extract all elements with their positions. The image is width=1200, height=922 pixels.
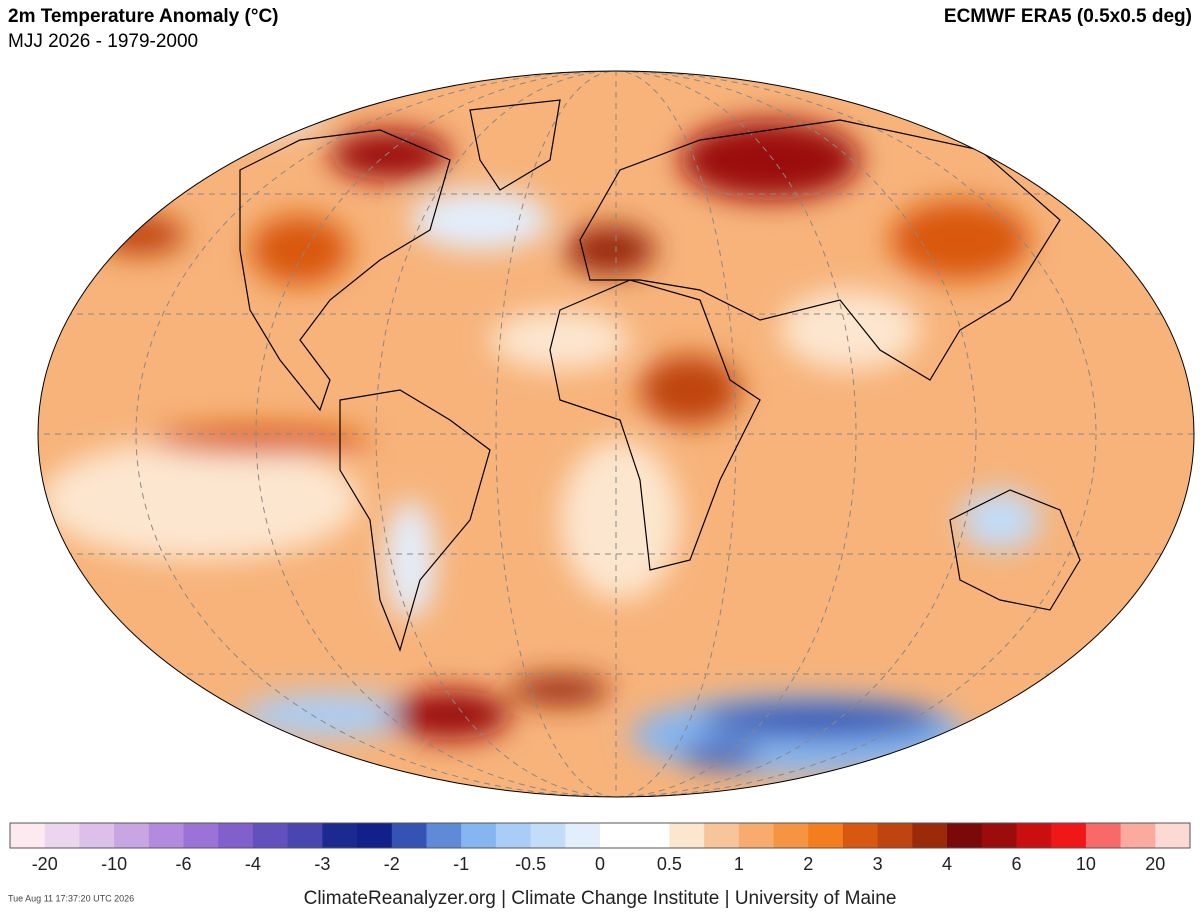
colorbar-label: 20: [1145, 854, 1165, 874]
colorbar-label: -0.5: [515, 854, 546, 874]
colorbar-segment: [79, 823, 115, 848]
colorbar-label: 0: [595, 854, 605, 874]
timestamp: Tue Aug 11 17:37:20 UTC 2026: [8, 893, 134, 903]
colorbar-segment: [1016, 823, 1052, 848]
source: ECMWF ERA5 (0.5x0.5 deg): [944, 6, 1192, 27]
graticule: [38, 71, 1194, 797]
colorbar-label: 10: [1076, 854, 1096, 874]
colorbar-label: 0.5: [657, 854, 682, 874]
colorbar-segment: [1155, 823, 1191, 848]
colorbar-segment: [148, 823, 185, 848]
colorbar: -20 -10 -6 -4 -3 -2 -1 -0.5 0 0.5 1 2 3 4 6 10 20: [10, 823, 1191, 874]
colorbar-segment: [530, 823, 566, 848]
colorbar-segment: [1085, 823, 1122, 848]
colorbar-segment: [1051, 823, 1087, 848]
colorbar-segment: [426, 823, 462, 848]
colorbar-segment: [704, 823, 740, 848]
subtitle: MJJ 2026 - 1979-2000: [8, 31, 198, 52]
colorbar-label: 1: [734, 854, 744, 874]
colorbar-segment: [44, 823, 80, 848]
title: 2m Temperature Anomaly (°C): [8, 6, 279, 27]
colorbar-segment: [1120, 823, 1156, 848]
colorbar-segment: [669, 823, 705, 848]
colorbar-label: -3: [314, 854, 330, 874]
colorbar-segment: [565, 823, 601, 848]
colorbar-label: -20: [32, 854, 58, 874]
colorbar-border: [9, 822, 1191, 849]
colorbar-segment: [773, 823, 809, 848]
colorbar-label: -2: [384, 854, 400, 874]
colorbar-segment: [738, 823, 775, 848]
coastlines: [239, 99, 1081, 652]
colorbar-label: 2: [803, 854, 813, 874]
colorbar-segment: [912, 823, 948, 848]
colorbar-segment: [877, 823, 913, 848]
colorbar-label: 6: [1011, 854, 1021, 874]
colorbar-segment: [495, 823, 532, 848]
colorbar-label: -6: [176, 854, 192, 874]
colorbar-label: -1: [453, 854, 469, 874]
colorbar-segment: [391, 823, 427, 848]
colorbar-label: 4: [942, 854, 952, 874]
colorbar-label: -10: [101, 854, 127, 874]
colorbar-segment: [218, 823, 254, 848]
colorbar-segment: [947, 823, 983, 848]
colorbar-label: 3: [873, 854, 883, 874]
colorbar-segment: [114, 823, 150, 848]
colorbar-segment: [981, 823, 1017, 848]
colorbar-segment: [322, 823, 358, 848]
colorbar-segment: [600, 823, 636, 848]
colorbar-label: -4: [245, 854, 261, 874]
colorbar-segment: [10, 823, 46, 848]
colorbar-segment: [808, 823, 844, 848]
colorbar-segment: [634, 823, 670, 848]
colorbar-segment: [252, 823, 289, 848]
colorbar-segment: [357, 823, 393, 848]
colorbar-segment: [287, 823, 323, 848]
colorbar-segment: [461, 823, 497, 848]
colorbar-segment: [842, 823, 879, 848]
map-border: [37, 70, 1195, 798]
credits: ClimateReanalyzer.org | Climate Change I…: [304, 888, 897, 909]
colorbar-segment: [183, 823, 219, 848]
